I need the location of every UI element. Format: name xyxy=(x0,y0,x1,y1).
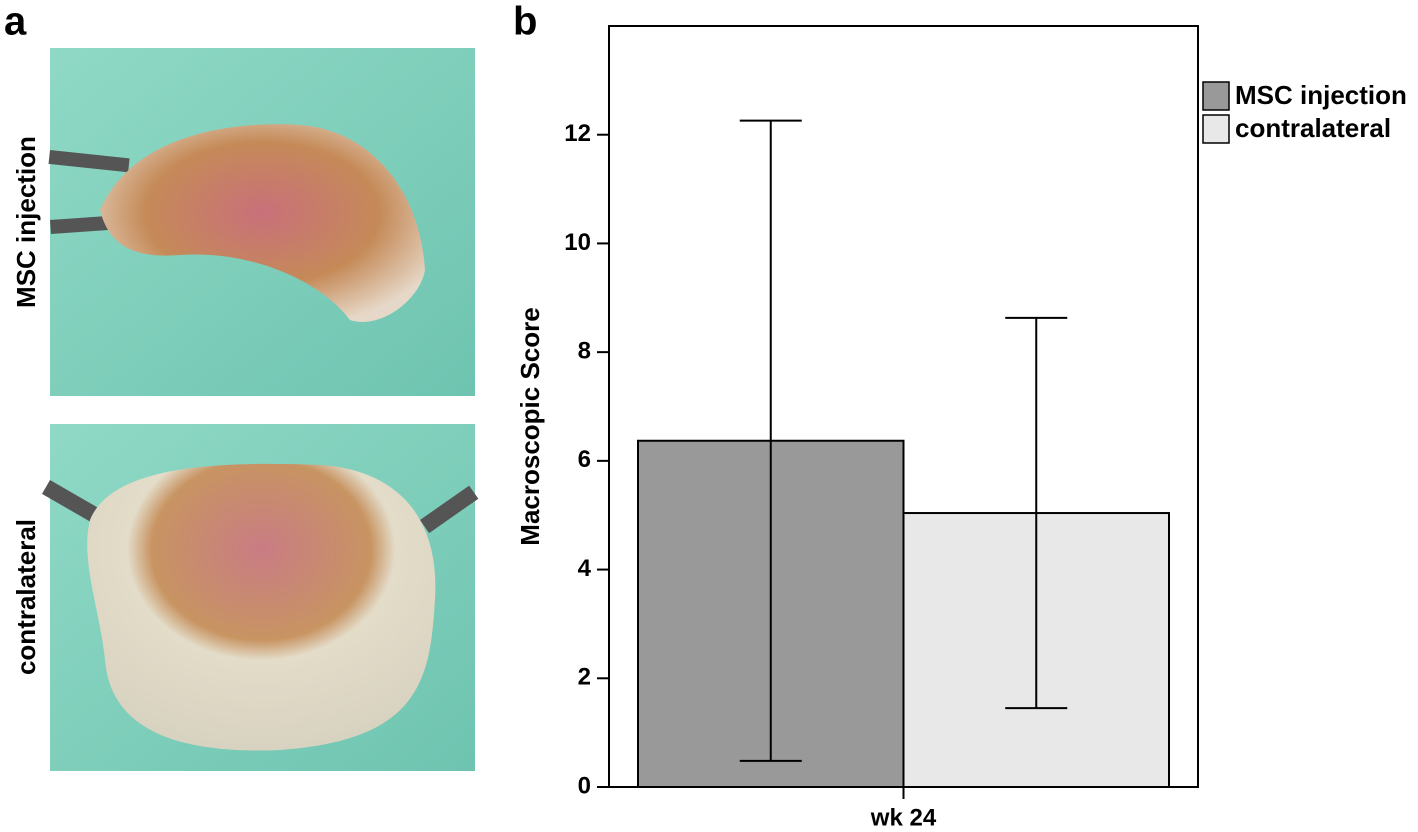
y-tick-label: 10 xyxy=(564,229,591,256)
x-tick-label: wk 24 xyxy=(870,804,937,831)
y-tick-label: 4 xyxy=(578,555,592,582)
photo-top xyxy=(48,48,475,396)
photo-label: MSC injection xyxy=(11,136,41,308)
panel-label: a xyxy=(4,0,27,44)
y-axis-label: Macroscopic Score xyxy=(515,307,545,545)
legend-swatch xyxy=(1202,114,1230,144)
y-tick-label: 8 xyxy=(578,337,591,364)
photo-label: contralateral xyxy=(11,519,41,675)
y-tick-label: 0 xyxy=(578,772,591,799)
legend-label: MSC injection xyxy=(1235,80,1407,110)
plot-frame xyxy=(608,25,1199,788)
y-tick-label: 12 xyxy=(564,120,591,147)
legend-swatch xyxy=(1202,81,1230,111)
legend-label: contralateral xyxy=(1235,113,1391,143)
y-tick-label: 2 xyxy=(578,664,591,691)
photo-bottom xyxy=(42,424,479,771)
panel-label: b xyxy=(513,0,537,44)
error-bar xyxy=(739,119,802,762)
y-tick-label: 6 xyxy=(578,446,591,473)
error-bar xyxy=(1005,316,1068,710)
